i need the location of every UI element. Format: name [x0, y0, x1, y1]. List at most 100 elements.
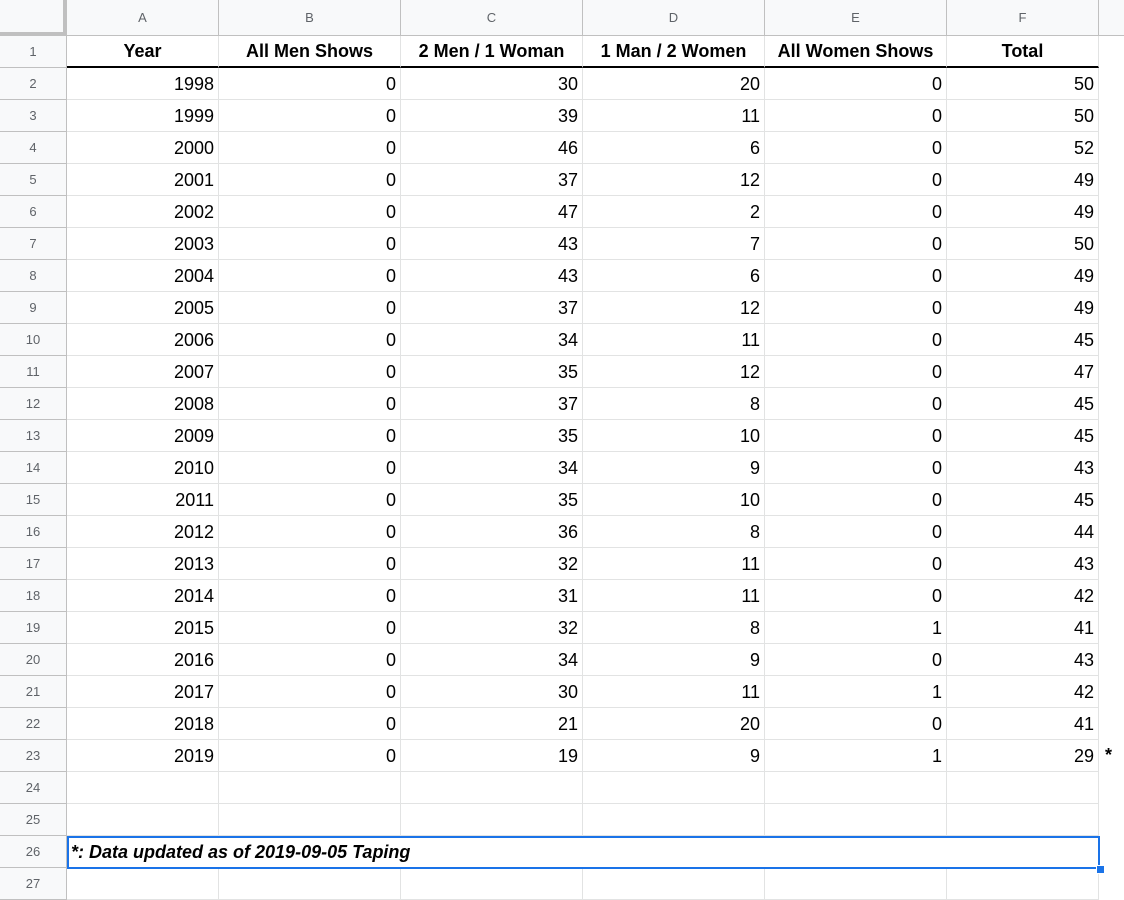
table-cell[interactable]: 21	[401, 708, 583, 740]
row-header-23[interactable]: 23	[0, 740, 67, 772]
table-cell[interactable]: 0	[765, 228, 947, 260]
table-cell[interactable]: 11	[583, 100, 765, 132]
table-cell[interactable]: 43	[401, 260, 583, 292]
table-cell[interactable]: 2011	[67, 484, 219, 516]
table-cell[interactable]: 31	[401, 580, 583, 612]
empty-cell[interactable]	[219, 772, 401, 804]
row-header-10[interactable]: 10	[0, 324, 67, 356]
row-header-13[interactable]: 13	[0, 420, 67, 452]
table-cell[interactable]: 0	[765, 484, 947, 516]
empty-cell[interactable]	[765, 868, 947, 900]
table-cell[interactable]: 0	[219, 356, 401, 388]
table-cell[interactable]: 45	[947, 420, 1099, 452]
table-cell[interactable]: 29	[947, 740, 1099, 772]
table-cell[interactable]: 12	[583, 292, 765, 324]
table-cell[interactable]: 2005	[67, 292, 219, 324]
table-cell[interactable]: 2000	[67, 132, 219, 164]
table-cell[interactable]: 49	[947, 260, 1099, 292]
table-cell[interactable]: 9	[583, 452, 765, 484]
row-header-12[interactable]: 12	[0, 388, 67, 420]
table-cell[interactable]: 1	[765, 676, 947, 708]
table-cell[interactable]: 2015	[67, 612, 219, 644]
table-cell[interactable]: 44	[947, 516, 1099, 548]
table-cell[interactable]: 0	[219, 388, 401, 420]
table-cell[interactable]: 34	[401, 452, 583, 484]
table-cell[interactable]: 0	[765, 644, 947, 676]
table-cell[interactable]: 50	[947, 228, 1099, 260]
table-cell[interactable]: 1999	[67, 100, 219, 132]
empty-cell[interactable]	[401, 868, 583, 900]
table-cell[interactable]: 0	[765, 388, 947, 420]
empty-cell[interactable]	[67, 772, 219, 804]
table-cell[interactable]: 10	[583, 420, 765, 452]
table-cell[interactable]: 30	[401, 68, 583, 100]
table-cell[interactable]: 0	[765, 548, 947, 580]
row-header-8[interactable]: 8	[0, 260, 67, 292]
table-cell[interactable]: 49	[947, 196, 1099, 228]
table-cell[interactable]: 35	[401, 356, 583, 388]
table-cell[interactable]: 2008	[67, 388, 219, 420]
table-cell[interactable]: 0	[219, 292, 401, 324]
table-cell[interactable]: 0	[219, 100, 401, 132]
empty-cell[interactable]	[401, 772, 583, 804]
row-header-16[interactable]: 16	[0, 516, 67, 548]
row-header-4[interactable]: 4	[0, 132, 67, 164]
empty-cell[interactable]	[765, 772, 947, 804]
table-cell[interactable]: 9	[583, 644, 765, 676]
table-cell[interactable]: 32	[401, 612, 583, 644]
empty-cell[interactable]	[583, 804, 765, 836]
table-cell[interactable]: 0	[765, 452, 947, 484]
table-cell[interactable]: 10	[583, 484, 765, 516]
row-header-25[interactable]: 25	[0, 804, 67, 836]
table-cell[interactable]: 7	[583, 228, 765, 260]
table-cell[interactable]: 41	[947, 708, 1099, 740]
table-cell[interactable]: 2016	[67, 644, 219, 676]
row-header-18[interactable]: 18	[0, 580, 67, 612]
table-cell[interactable]: 0	[765, 164, 947, 196]
table-cell[interactable]: 50	[947, 100, 1099, 132]
table-cell[interactable]: 0	[219, 740, 401, 772]
column-header-d[interactable]: D	[583, 0, 765, 36]
table-cell[interactable]: 2001	[67, 164, 219, 196]
table-header-cell[interactable]: Total	[947, 36, 1099, 68]
row-header-2[interactable]: 2	[0, 68, 67, 100]
table-cell[interactable]: 45	[947, 484, 1099, 516]
row-header-11[interactable]: 11	[0, 356, 67, 388]
table-cell[interactable]: 0	[219, 612, 401, 644]
table-cell[interactable]: 6	[583, 132, 765, 164]
table-cell[interactable]: 0	[219, 68, 401, 100]
table-cell[interactable]: 0	[219, 708, 401, 740]
row-header-21[interactable]: 21	[0, 676, 67, 708]
table-cell[interactable]: 43	[947, 644, 1099, 676]
row-header-14[interactable]: 14	[0, 452, 67, 484]
table-cell[interactable]: 32	[401, 548, 583, 580]
table-cell[interactable]: 2013	[67, 548, 219, 580]
empty-cell[interactable]	[401, 804, 583, 836]
table-header-cell[interactable]: 1 Man / 2 Women	[583, 36, 765, 68]
table-cell[interactable]: 37	[401, 292, 583, 324]
table-cell[interactable]: 9	[583, 740, 765, 772]
table-cell[interactable]: 2018	[67, 708, 219, 740]
row-header-17[interactable]: 17	[0, 548, 67, 580]
table-cell[interactable]: 2002	[67, 196, 219, 228]
table-cell[interactable]: 43	[401, 228, 583, 260]
table-cell[interactable]: 11	[583, 580, 765, 612]
column-header-c[interactable]: C	[401, 0, 583, 36]
row-header-1[interactable]: 1	[0, 36, 67, 68]
table-cell[interactable]: 2010	[67, 452, 219, 484]
empty-cell[interactable]	[67, 804, 219, 836]
table-cell[interactable]: 45	[947, 388, 1099, 420]
table-cell[interactable]: 0	[219, 228, 401, 260]
table-cell[interactable]: 47	[401, 196, 583, 228]
empty-cell[interactable]	[219, 868, 401, 900]
table-cell[interactable]: 1998	[67, 68, 219, 100]
table-cell[interactable]: 2019	[67, 740, 219, 772]
table-cell[interactable]: 52	[947, 132, 1099, 164]
empty-cell[interactable]	[947, 804, 1099, 836]
table-cell[interactable]: 35	[401, 420, 583, 452]
table-cell[interactable]: 2009	[67, 420, 219, 452]
table-cell[interactable]: 49	[947, 292, 1099, 324]
table-cell[interactable]: 0	[765, 68, 947, 100]
table-cell[interactable]: 0	[219, 676, 401, 708]
table-cell[interactable]: 0	[765, 516, 947, 548]
